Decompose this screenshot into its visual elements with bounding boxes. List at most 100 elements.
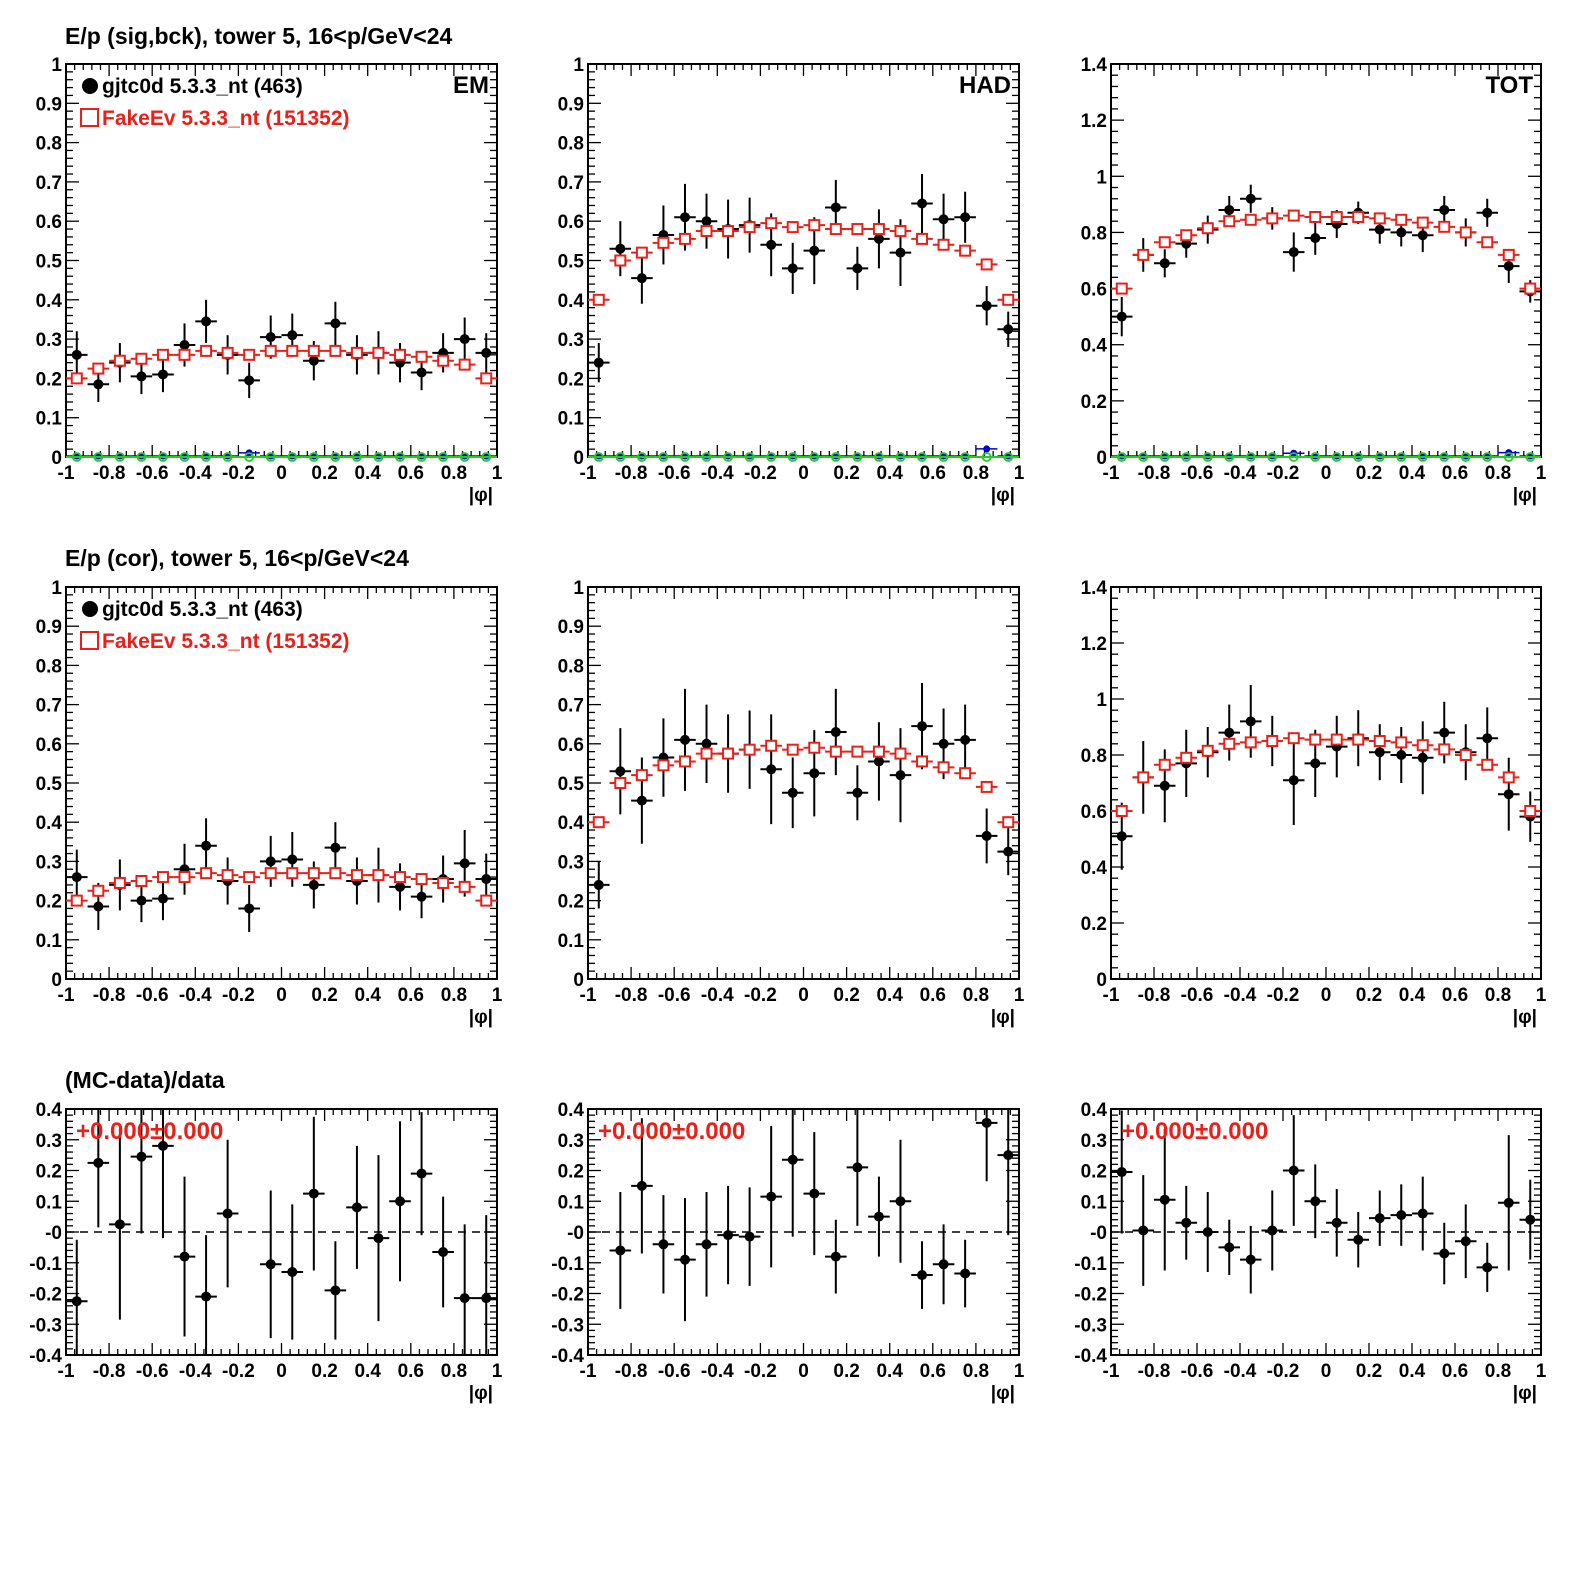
data-point bbox=[201, 316, 212, 327]
data-point bbox=[1460, 1236, 1471, 1247]
fit-annotation: +0.000±0.000 bbox=[598, 1118, 745, 1145]
x-tick-label: 0.6 bbox=[1442, 985, 1468, 1006]
data-point bbox=[1396, 1210, 1407, 1221]
y-tick-label: -0.2 bbox=[551, 1285, 584, 1306]
data-point bbox=[766, 1191, 777, 1202]
row-title-ratio: (MC-data)/data bbox=[65, 1067, 225, 1093]
aux-green-point bbox=[330, 452, 341, 462]
aux-green-point bbox=[201, 452, 211, 462]
data-point bbox=[179, 1251, 190, 1262]
x-tick-label: 0.4 bbox=[354, 463, 381, 484]
x-tick-label: -0.2 bbox=[744, 463, 777, 484]
y-tick-label: 0.3 bbox=[558, 330, 584, 351]
mc-point bbox=[872, 745, 885, 758]
mc-point bbox=[135, 352, 148, 365]
aux-green-point bbox=[830, 452, 841, 462]
x-tick-label: -0.8 bbox=[93, 985, 126, 1006]
data-point bbox=[1482, 207, 1493, 218]
y-tick-label: 0.3 bbox=[36, 1131, 62, 1152]
series-green-ring bbox=[1111, 452, 1541, 462]
mc-point bbox=[480, 894, 493, 907]
chart-panel: -1 -0.8 -0.6 -0.4 -0.2 0 0.2 0.4 0.6 0.8 1|φ|00.10… bbox=[558, 578, 1025, 1028]
data-point bbox=[917, 721, 928, 732]
data-point bbox=[1003, 324, 1014, 335]
data-point bbox=[1439, 727, 1450, 738]
legend: gjtc0d 5.3.3_nt (463) FakeEv 5.3.3_nt (15… bbox=[80, 598, 350, 653]
data-point bbox=[1245, 716, 1256, 727]
aux-green-point bbox=[158, 452, 168, 462]
mc-point bbox=[1115, 282, 1128, 295]
mc-point bbox=[243, 348, 256, 361]
mc-point bbox=[1266, 735, 1279, 747]
data-point bbox=[1503, 789, 1514, 800]
aux-green-point bbox=[287, 452, 298, 462]
x-tick-label: -0.8 bbox=[615, 463, 648, 484]
mc-point bbox=[959, 767, 972, 780]
row-title-sig-bck: E/p (sig,bck), tower 5, 16<p/GeV<24 bbox=[65, 23, 453, 49]
mc-point bbox=[937, 238, 950, 251]
x-tick-label: 0.8 bbox=[1485, 463, 1511, 484]
y-tick-label: 1.4 bbox=[1081, 578, 1108, 599]
x-tick-label: 0.2 bbox=[311, 1361, 337, 1382]
mc-point bbox=[872, 223, 885, 236]
x-tick-label: -0.2 bbox=[222, 463, 255, 484]
series-open-square bbox=[66, 867, 497, 907]
aux-green-point bbox=[459, 452, 470, 462]
y-tick-label: -0.4 bbox=[551, 1346, 584, 1367]
data-point bbox=[636, 273, 647, 284]
mc-point bbox=[1416, 739, 1429, 752]
data-point bbox=[873, 756, 884, 767]
data-point bbox=[981, 1117, 992, 1128]
data-point bbox=[287, 1266, 298, 1277]
x-tick-label: 0 bbox=[798, 985, 809, 1006]
aux-green-point bbox=[1396, 452, 1407, 462]
x-tick-label: -0.2 bbox=[222, 1361, 255, 1382]
y-tick-label: 1 bbox=[1096, 690, 1107, 711]
series-filled-circle bbox=[609, 1109, 1019, 1322]
data-point bbox=[395, 881, 406, 892]
x-tick-label: -0.6 bbox=[136, 985, 169, 1006]
x-tick-label: 0.2 bbox=[1356, 463, 1382, 484]
data-point bbox=[787, 787, 798, 798]
data-point bbox=[1525, 1214, 1536, 1225]
y-tick-label: 0.2 bbox=[558, 892, 584, 913]
mc-point bbox=[916, 755, 929, 768]
x-tick-label: 1 bbox=[1536, 463, 1547, 484]
y-tick-label: 0 bbox=[51, 448, 62, 469]
data-point bbox=[895, 1196, 906, 1207]
mc-point bbox=[372, 346, 385, 359]
y-tick-label: -0.4 bbox=[1074, 1346, 1107, 1367]
y-tick-label: 1.4 bbox=[1081, 55, 1108, 76]
x-tick-label: -0.4 bbox=[701, 985, 734, 1006]
mc-point bbox=[1502, 771, 1515, 784]
aux-green-point bbox=[1267, 452, 1278, 462]
panel-label: EM bbox=[453, 72, 489, 99]
mc-point bbox=[178, 871, 191, 884]
mc-point bbox=[700, 747, 713, 760]
y-tick-label: 1 bbox=[573, 55, 584, 76]
chart-panel: -1 -0.8 -0.6 -0.4 -0.2 0 0.2 0.4 0.6 0.8 1|φ|00.20… bbox=[1081, 55, 1547, 506]
mc-point bbox=[200, 344, 213, 357]
x-axis-label: |φ| bbox=[991, 1007, 1015, 1028]
x-tick-label: -0.4 bbox=[701, 1361, 734, 1382]
y-tick-label: 0.6 bbox=[36, 735, 62, 756]
y-tick-label: 0.3 bbox=[558, 1131, 584, 1152]
series-green-ring bbox=[66, 452, 497, 462]
mc-point bbox=[480, 372, 493, 385]
x-tick-label: -0.6 bbox=[658, 985, 691, 1006]
data-point bbox=[179, 339, 190, 350]
x-tick-label: -1 bbox=[1103, 463, 1120, 484]
data-point bbox=[244, 375, 255, 386]
y-tick-label: 0.1 bbox=[558, 1192, 585, 1213]
mc-point bbox=[350, 869, 363, 882]
y-tick-label: 1 bbox=[573, 578, 584, 599]
x-tick-label: -1 bbox=[580, 985, 597, 1006]
data-point bbox=[373, 1233, 384, 1244]
mc-point bbox=[200, 867, 213, 880]
mc-point bbox=[1201, 222, 1214, 235]
aux-green-point bbox=[701, 452, 712, 462]
mc-point bbox=[1438, 743, 1451, 756]
mc-point bbox=[1002, 293, 1015, 306]
data-point bbox=[809, 1188, 820, 1199]
